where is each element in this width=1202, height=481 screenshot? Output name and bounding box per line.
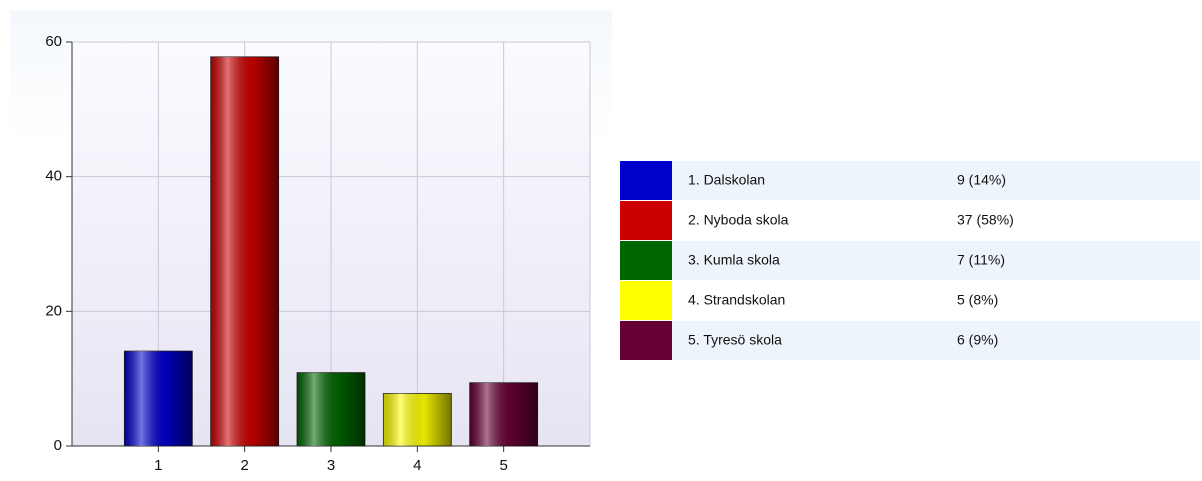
y-tick-label: 40 (45, 168, 62, 185)
bar-shine (210, 56, 279, 447)
legend-label: 4. Strandskolan (688, 292, 785, 308)
bar-shine (469, 382, 538, 446)
legend-swatch (620, 201, 672, 240)
legend-swatch (620, 241, 672, 280)
y-tick-label: 60 (45, 33, 62, 50)
legend: 1. Dalskolan 9 (14%) 2. Nyboda skola 37 (58… (620, 161, 1200, 360)
y-tick-label: 0 (54, 437, 62, 454)
legend-row (620, 161, 1200, 200)
legend-row (620, 201, 1200, 240)
legend-value: 6 (9%) (957, 332, 998, 348)
legend-value: 37 (58%) (957, 212, 1014, 228)
legend-value: 7 (11%) (957, 252, 1005, 268)
y-tick-label: 20 (45, 302, 62, 319)
x-tick-label: 4 (413, 457, 421, 474)
legend-row (620, 241, 1200, 280)
x-tick-label: 2 (240, 457, 248, 474)
bar-shine (124, 351, 193, 446)
legend-value: 9 (14%) (957, 172, 1006, 188)
legend-label: 2. Nyboda skola (688, 212, 789, 228)
x-tick-label: 5 (499, 457, 507, 474)
bar-shine (383, 393, 452, 446)
legend-value: 5 (8%) (957, 292, 998, 308)
x-tick-label: 3 (327, 457, 335, 474)
legend-swatch (620, 321, 672, 360)
legend-label: 3. Kumla skola (688, 252, 780, 268)
legend-swatch (620, 281, 672, 320)
legend-swatch (620, 161, 672, 200)
x-tick-label: 1 (154, 457, 162, 474)
legend-row (620, 281, 1200, 320)
legend-row (620, 321, 1200, 360)
bar-shine (297, 372, 365, 446)
legend-label: 5. Tyresö skola (688, 332, 782, 348)
legend-label: 1. Dalskolan (688, 172, 765, 188)
